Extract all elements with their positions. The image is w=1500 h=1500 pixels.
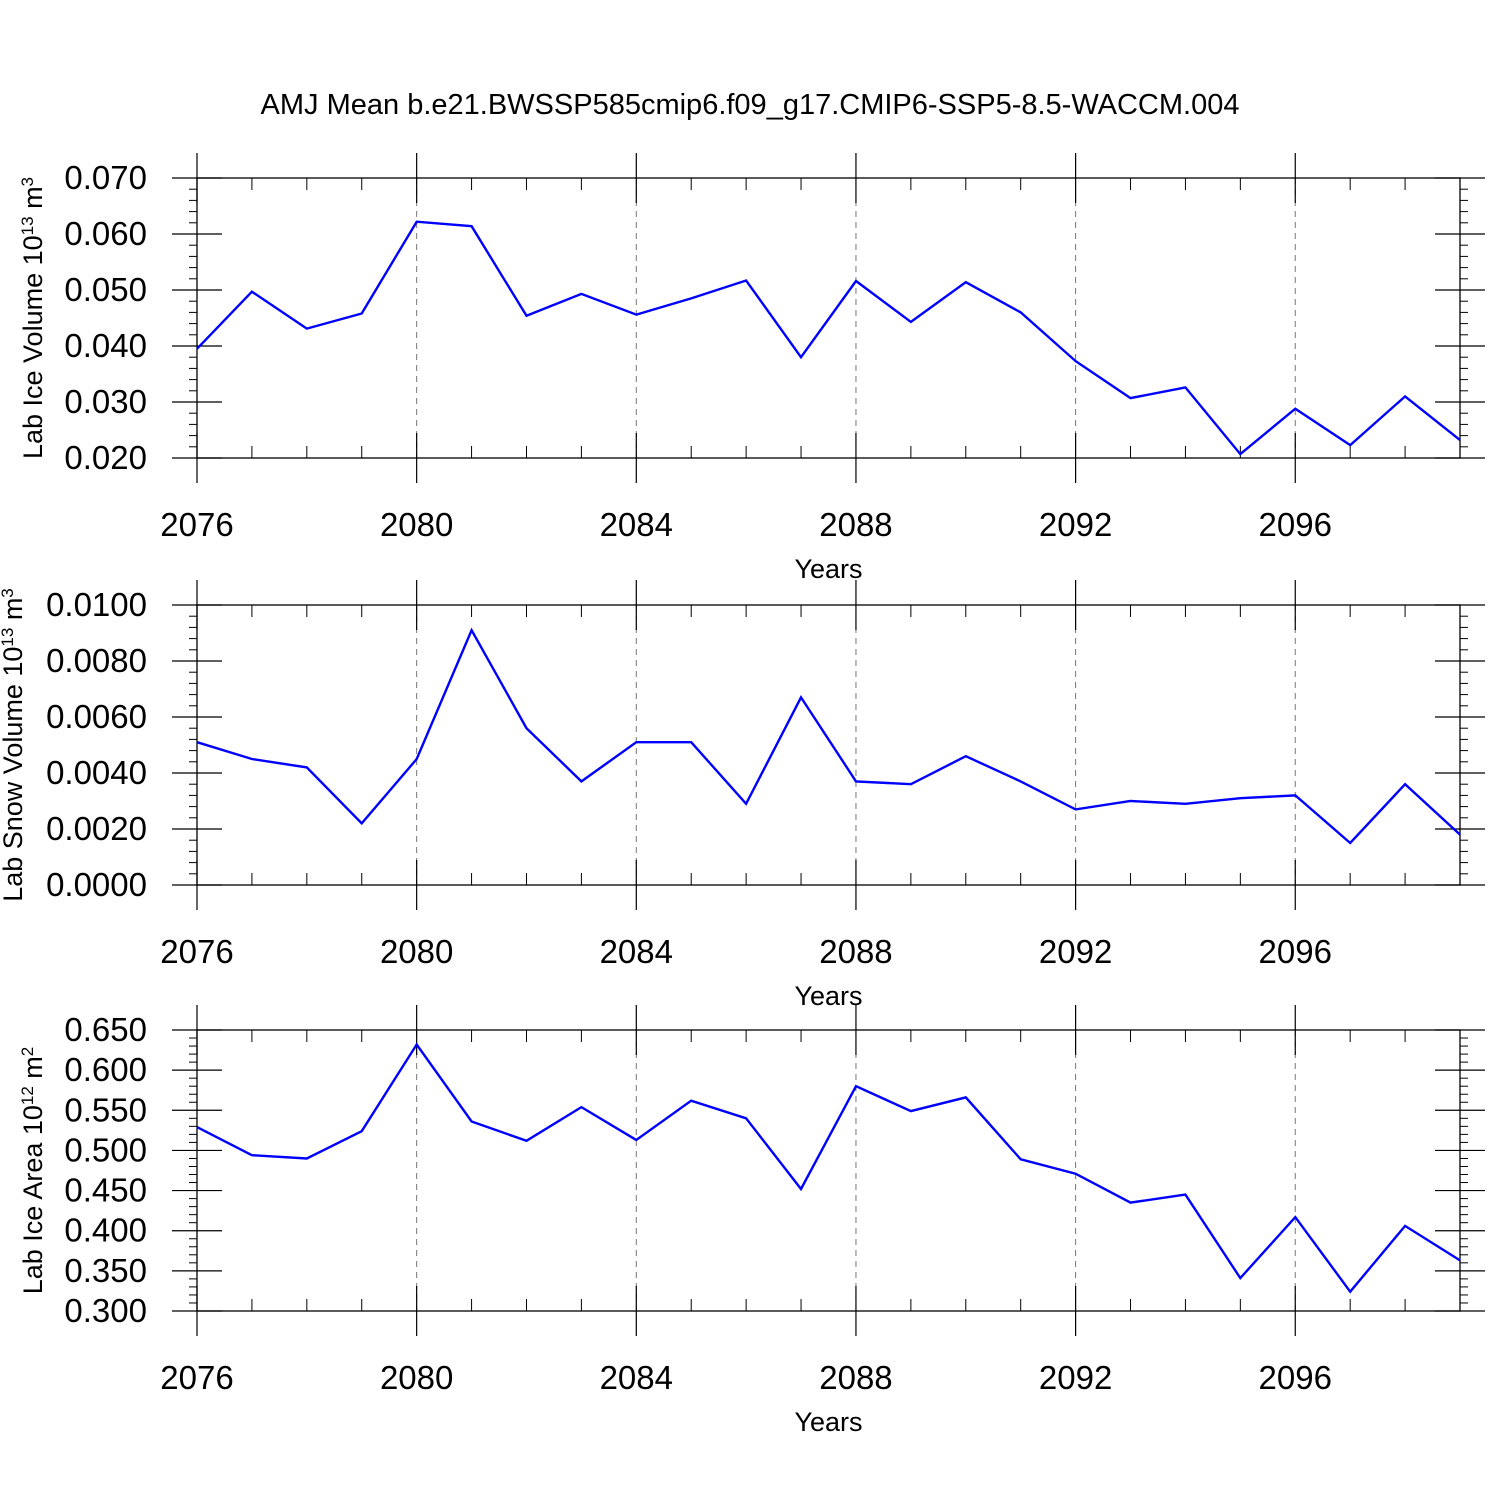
- y-axis-label-superscript: 12: [18, 1086, 37, 1105]
- y-tick-label: 0.050: [64, 271, 147, 308]
- x-tick-label: 2076: [160, 1359, 233, 1396]
- y-tick-label: 0.0080: [46, 642, 147, 679]
- chart-panel-3: 2076 2080 2084 2088 2092 20960.3000.3500.4000…: [18, 1005, 1485, 1437]
- y-axis-label-text: Lab Ice Area 10: [18, 1105, 48, 1294]
- y-tick-label: 0.0060: [46, 698, 147, 735]
- x-axis-label: Years: [794, 1407, 862, 1437]
- y-tick-label: 0.0020: [46, 810, 147, 847]
- x-tick-label: 2080: [380, 933, 453, 970]
- x-tick-label: 2084: [600, 1359, 673, 1396]
- chart-panel-1: 2076 2080 2084 2088 2092 2096 0.020 0.030 0.040 0…: [18, 153, 1485, 584]
- y-tick-label: 0.060: [64, 215, 147, 252]
- y-tick-label: 0.450: [64, 1172, 147, 1209]
- x-tick-label: 2092: [1039, 933, 1112, 970]
- x-tick-label: 2088: [819, 933, 892, 970]
- y-axis-label-superscript: 3: [0, 588, 17, 597]
- y-tick-label: 0.070: [64, 159, 147, 196]
- y-axis-label: Lab Ice Volume 1013 m3: [18, 177, 49, 459]
- plot-frame: [196, 1029, 1461, 1312]
- x-tick-label: 2076: [160, 506, 233, 543]
- y-tick-label: 0.350: [64, 1252, 147, 1289]
- x-tick-label: 2096: [1259, 1359, 1332, 1396]
- x-tick-label: 2088: [819, 1359, 892, 1396]
- series-line: [196, 220, 1461, 456]
- y-axis-label-text: Lab Snow Volume 10: [0, 647, 28, 902]
- x-tick-label: 2080: [380, 506, 453, 543]
- y-tick-label: 0.600: [64, 1051, 147, 1088]
- y-tick-label: 0.400: [64, 1212, 147, 1249]
- chart-title: AMJ Mean b.e21.BWSSP585cmip6.f09_g17.CMI…: [261, 89, 1240, 121]
- x-axis-label: Years: [794, 981, 862, 1011]
- x-tick-label: 2084: [600, 933, 673, 970]
- y-axis-label-superscript: 2: [18, 1047, 37, 1056]
- x-tick-label: 2092: [1039, 1359, 1112, 1396]
- chart-panels: 2076 2080 2084 2088 2092 2096 0.020 0.030 0.040 0…: [0, 153, 1485, 1437]
- y-tick-label: 0.500: [64, 1131, 147, 1168]
- plot-frame: [196, 604, 1461, 886]
- y-axis-label-text: m: [0, 598, 28, 628]
- y-axis-label-text: m: [18, 1056, 48, 1086]
- y-axis-label: Lab Ice Area 1012 m2: [18, 1047, 49, 1295]
- x-tick-label: 2076: [160, 933, 233, 970]
- series-line: [196, 1042, 1461, 1294]
- y-tick-label: 0.040: [64, 327, 147, 364]
- y-tick-label: 0.020: [64, 439, 147, 476]
- y-tick-label: 0.550: [64, 1091, 147, 1128]
- y-axis-label: Lab Snow Volume 1013 m3: [0, 588, 28, 902]
- plot-frame: [196, 177, 1461, 459]
- x-tick-label: 2088: [819, 506, 892, 543]
- x-tick-label: 2096: [1259, 933, 1332, 970]
- y-axis-label-superscript: 3: [18, 177, 37, 186]
- y-tick-label: 0.030: [64, 383, 147, 420]
- series-line: [196, 627, 1461, 845]
- x-axis-label: Years: [794, 554, 862, 584]
- y-axis-label-text: Lab Ice Volume 10: [18, 235, 48, 459]
- y-axis-label-superscript: 13: [18, 216, 37, 235]
- y-tick-label: 0.0100: [46, 586, 147, 623]
- x-tick-label: 2092: [1039, 506, 1112, 543]
- y-tick-label: 0.300: [64, 1292, 147, 1329]
- x-tick-label: 2080: [380, 1359, 453, 1396]
- x-tick-label: 2084: [600, 506, 673, 543]
- y-tick-label: 0.0000: [46, 866, 147, 903]
- y-axis-label-superscript: 13: [0, 628, 17, 647]
- y-tick-label: 0.650: [64, 1011, 147, 1048]
- y-axis-label-text: m: [18, 186, 48, 216]
- chart-panel-2: 2076 2080 2084 2088 2092 2096 0.0000 0.0020 0.00…: [0, 580, 1485, 1011]
- x-tick-label: 2096: [1259, 506, 1332, 543]
- y-tick-label: 0.0040: [46, 754, 147, 791]
